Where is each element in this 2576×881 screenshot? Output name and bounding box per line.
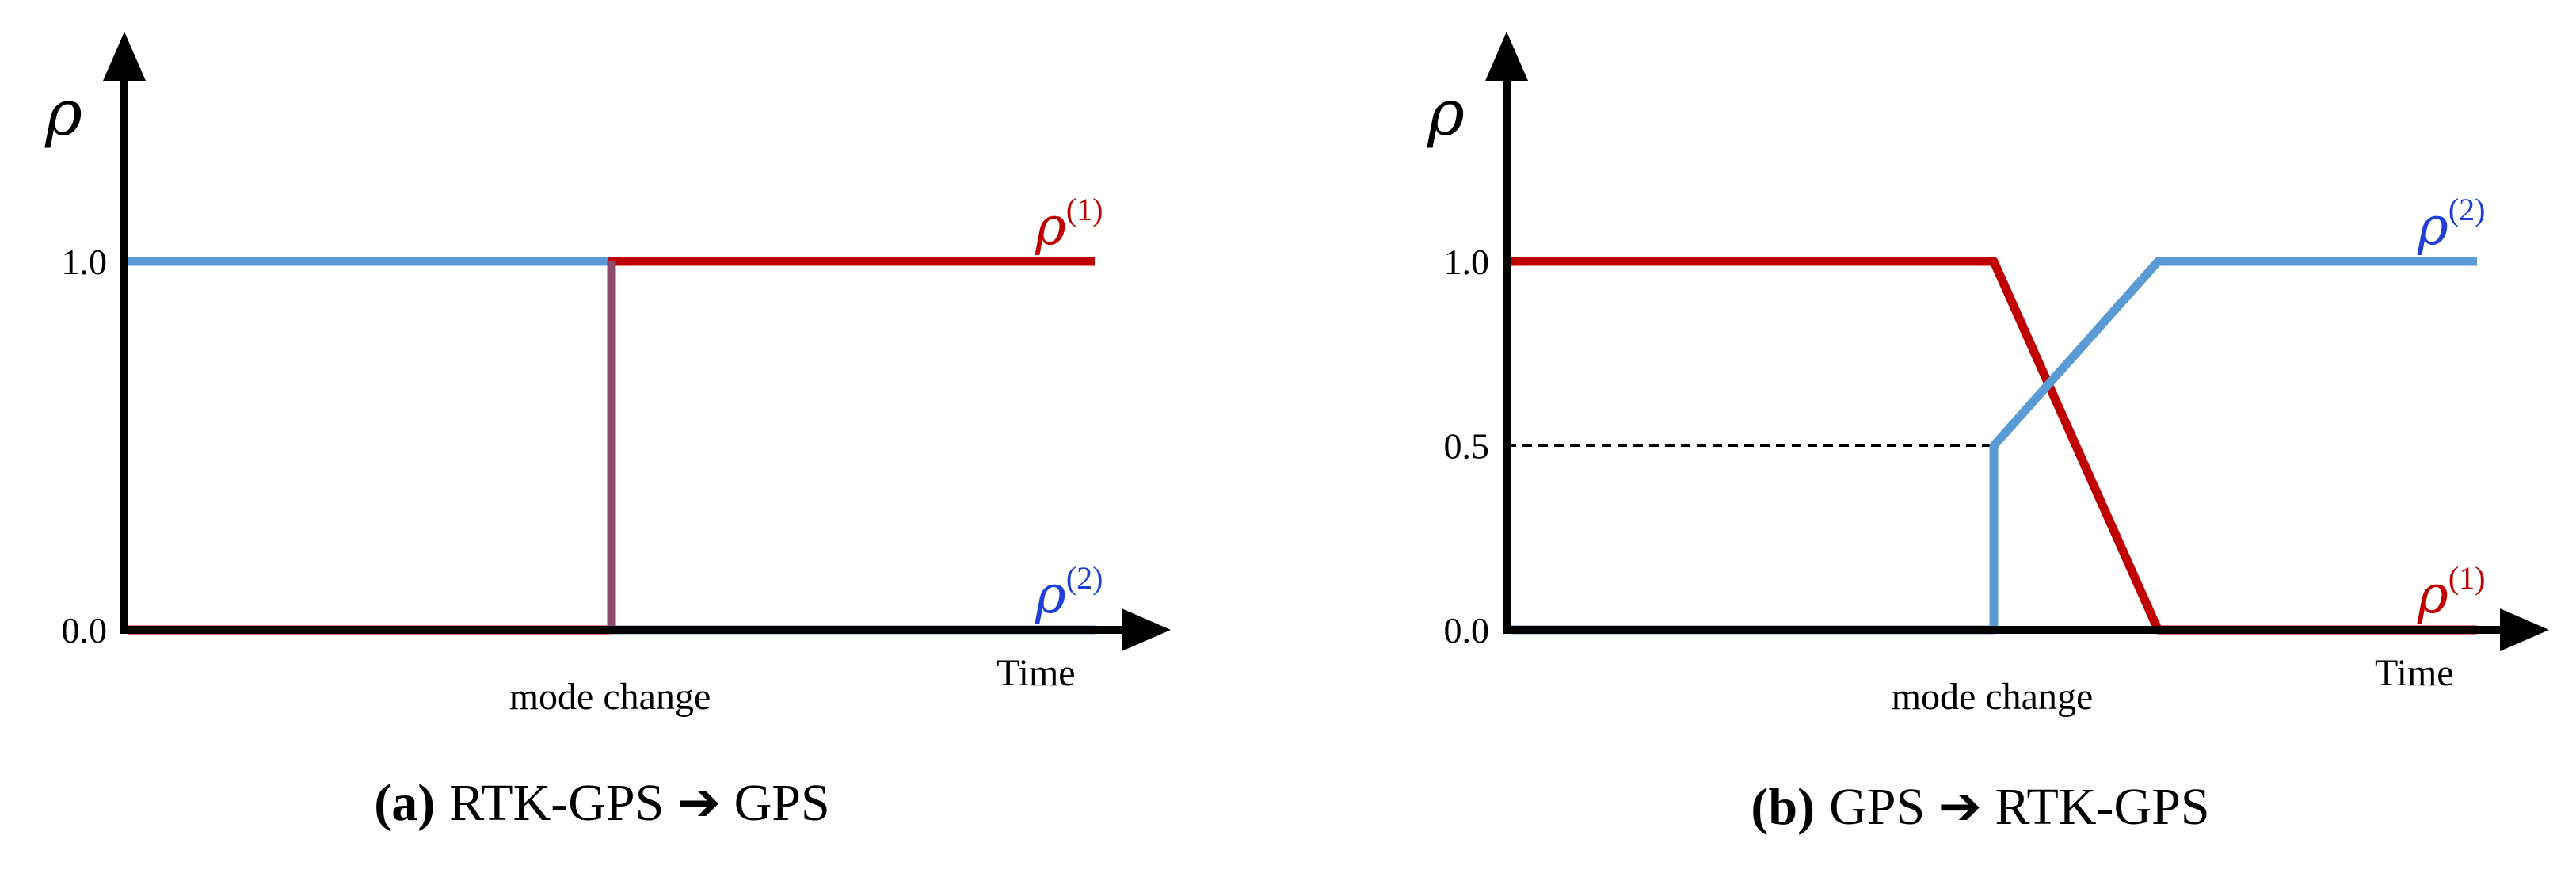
panel-a-mode-change-annotation: mode change — [509, 676, 711, 718]
panel-a-y-axis-label: ρ — [44, 76, 82, 150]
panel-a-y-tick-label: 0.0 — [62, 610, 108, 650]
panel-b-x-axis-arrow — [2500, 608, 2549, 651]
panel-b-y-axis-label: ρ — [1427, 76, 1465, 150]
panel-a-caption: (a) RTK-GPS ➔ GPS — [374, 774, 829, 832]
panel-b-mode-change-annotation: mode change — [1892, 676, 2094, 718]
panel-b-y-axis-arrow — [1485, 32, 1528, 81]
panel-a: ρ Time mode change 1.0 0.0 ρ(1) ρ(2) (a)… — [44, 32, 1171, 832]
panel-a-x-axis-arrow — [1122, 608, 1171, 651]
panel-b-series-label-rho1: ρ(1) — [2417, 560, 2485, 625]
panel-b-x-axis-label: Time — [2375, 652, 2454, 694]
panel-b-y-tick-label: 0.5 — [1444, 426, 1490, 467]
panel-b-y-tick-label: 0.0 — [1444, 610, 1490, 650]
panel-a-y-axis-arrow — [103, 32, 146, 81]
panel-b-series-label-rho2: ρ(2) — [2417, 192, 2485, 257]
panel-a-series-label-rho1: ρ(1) — [1035, 192, 1103, 257]
panel-a-x-axis-label: Time — [996, 652, 1076, 694]
panel-b-y-tick-label: 1.0 — [1444, 242, 1490, 282]
panel-a-y-tick-label: 1.0 — [62, 242, 108, 282]
panel-a-series-group — [128, 257, 1095, 635]
panel-b: ρ Time mode change 1.0 0.5 0.0 ρ(1) ρ(2)… — [1427, 32, 2549, 836]
panel-b-caption: (b) GPS ➔ RTK-GPS — [1751, 778, 2209, 836]
panel-a-series-label-rho2: ρ(2) — [1035, 560, 1103, 625]
